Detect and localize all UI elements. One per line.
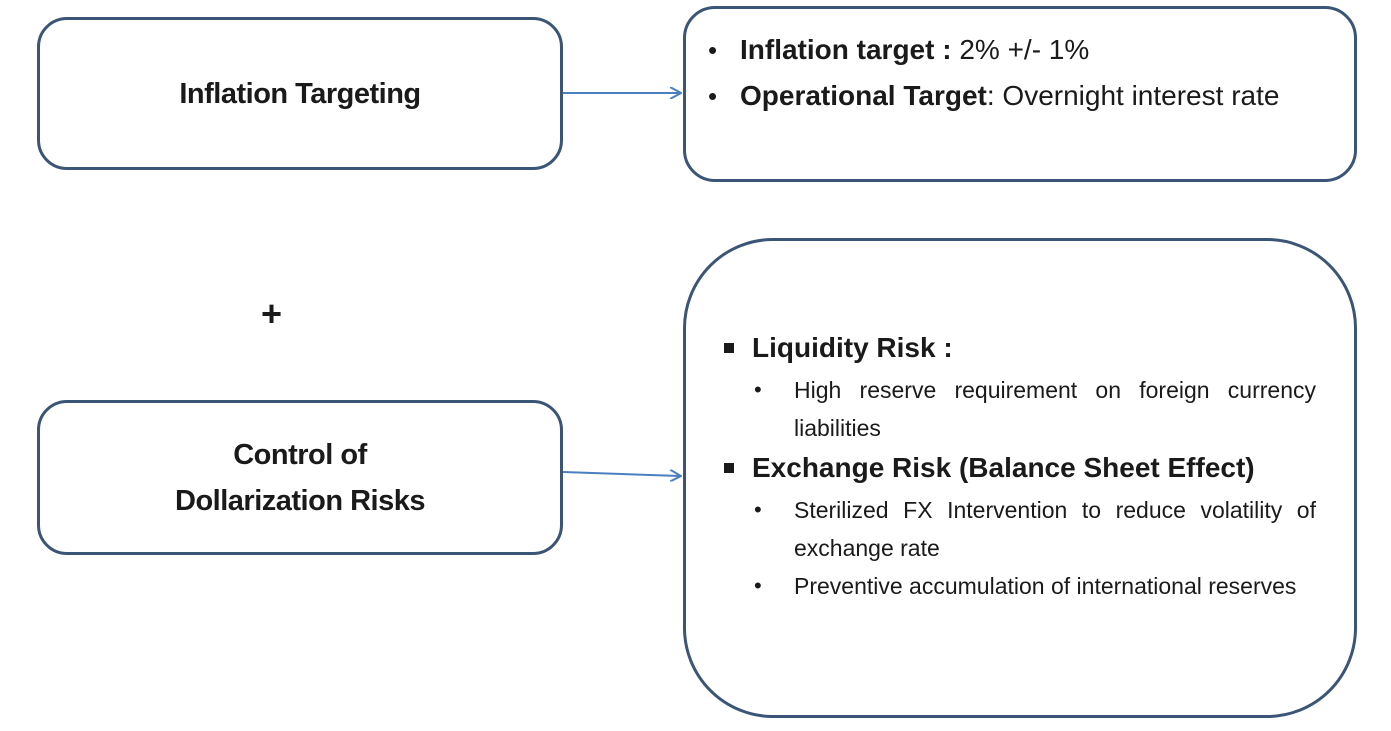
operational-target-item: • Operational Target: Overnight interest… <box>706 73 1330 119</box>
exchange-risk-title: Exchange Risk (Balance Sheet Effect) <box>752 452 1255 483</box>
arrow-control-to-details <box>562 472 680 476</box>
operational-target-value: : Overnight interest rate <box>986 80 1280 111</box>
liquidity-risk-point-text: High reserve requirement on foreign curr… <box>794 377 1316 441</box>
bullet-icon: • <box>754 573 762 598</box>
plus-sign: + <box>261 293 283 334</box>
liquidity-risk-heading: Liquidity Risk : <box>722 327 1316 369</box>
exchange-risk-point: • Preventive accumulation of internation… <box>722 567 1316 605</box>
exchange-risk-heading: Exchange Risk (Balance Sheet Effect) <box>722 447 1316 489</box>
dollarization-control-box: Control of Dollarization Risks <box>37 400 563 555</box>
inflation-targeting-box: Inflation Targeting <box>37 17 563 170</box>
inflation-targeting-label: Inflation Targeting <box>179 77 421 110</box>
exchange-risk-point: • Sterilized FX Intervention to reduce v… <box>722 491 1316 567</box>
inflation-details-box: • Inflation target : 2% +/- 1% • Operati… <box>683 6 1357 182</box>
square-bullet-icon <box>724 343 734 353</box>
operational-target-label: Operational Target <box>740 80 987 111</box>
bullet-icon: • <box>708 35 718 65</box>
dollarization-control-label: Control of Dollarization Risks <box>175 432 425 524</box>
liquidity-risk-point: • High reserve requirement on foreign cu… <box>722 371 1316 447</box>
exchange-risk-point-text: Preventive accumulation of international… <box>794 573 1297 599</box>
control-label-line1: Control of <box>233 438 367 471</box>
bullet-icon: • <box>754 377 762 402</box>
dollarization-risk-details-box: Liquidity Risk : • High reserve requirem… <box>683 238 1357 718</box>
square-bullet-icon <box>724 463 734 473</box>
inflation-target-label: Inflation target : <box>740 34 952 65</box>
inflation-target-item: • Inflation target : 2% +/- 1% <box>706 27 1330 73</box>
control-label-line2: Dollarization Risks <box>175 484 425 517</box>
liquidity-risk-title: Liquidity Risk : <box>752 332 953 363</box>
exchange-risk-point-text: Sterilized FX Intervention to reduce vol… <box>794 497 1316 561</box>
bullet-icon: • <box>754 497 762 522</box>
bullet-icon: • <box>708 81 718 111</box>
inflation-target-value: 2% +/- 1% <box>951 34 1090 65</box>
